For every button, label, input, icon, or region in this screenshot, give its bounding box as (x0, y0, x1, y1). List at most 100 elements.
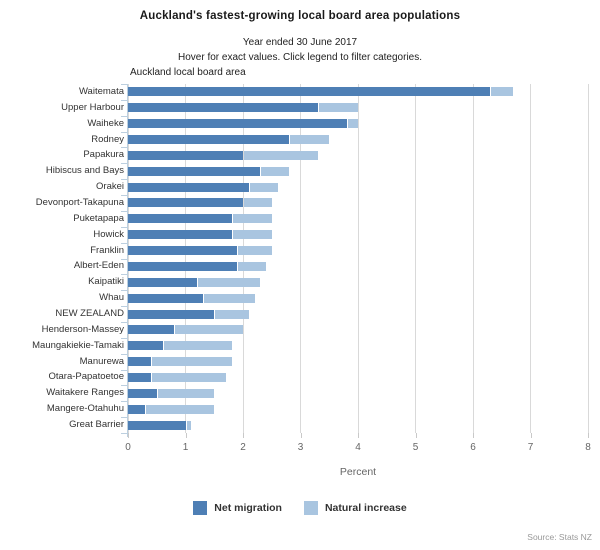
bar-segment-net-migration[interactable] (128, 214, 232, 224)
category-label: Hibiscus and Bays (45, 165, 124, 177)
x-axis-tick (243, 433, 244, 438)
bar-segment-net-migration[interactable] (128, 261, 238, 271)
category-label: Upper Harbour (61, 101, 124, 113)
gridline (185, 84, 186, 433)
y-axis-tick (121, 179, 128, 181)
bar-segment-natural-increase[interactable] (290, 135, 330, 145)
bar-segment-natural-increase[interactable] (198, 277, 261, 287)
bar-segment-natural-increase[interactable] (238, 246, 272, 256)
bar-segment-net-migration[interactable] (128, 246, 238, 256)
y-axis-tick (121, 353, 128, 355)
y-axis-tick (121, 84, 128, 85)
bar-segment-net-migration[interactable] (128, 230, 232, 240)
y-axis-tick (121, 321, 128, 323)
y-axis-tick (121, 369, 128, 371)
bar-segment-net-migration[interactable] (128, 309, 215, 319)
y-axis-tick (121, 210, 128, 212)
y-axis-tick (121, 242, 128, 244)
x-axis-tick-label: 6 (470, 442, 476, 453)
category-label: Waiheke (87, 117, 124, 129)
bar-segment-natural-increase[interactable] (232, 230, 272, 240)
bar-segment-natural-increase[interactable] (244, 198, 272, 208)
x-axis-tick-label: 0 (125, 442, 131, 453)
bar-segment-natural-increase[interactable] (261, 166, 289, 176)
category-label: Kaipatiki (88, 276, 124, 288)
bar-segment-net-migration[interactable] (128, 135, 289, 145)
gridline (127, 84, 129, 433)
y-axis-tick (121, 226, 128, 228)
bar-segment-net-migration[interactable] (128, 182, 249, 192)
bar-segment-net-migration[interactable] (128, 325, 174, 335)
natural-increase-swatch-icon (303, 501, 318, 515)
y-axis-tick (121, 385, 128, 387)
x-axis-tick (358, 433, 359, 438)
y-axis-tick (121, 258, 128, 260)
chart-subtitle: Year ended 30 June 2017 (242, 37, 358, 48)
y-axis-tick (121, 433, 128, 434)
bar-segment-net-migration[interactable] (128, 420, 186, 430)
bar-segment-natural-increase[interactable] (186, 420, 192, 430)
bar-segment-net-migration[interactable] (128, 293, 203, 303)
bar-segment-net-migration[interactable] (128, 372, 151, 382)
bar-segment-net-migration[interactable] (128, 357, 151, 367)
bar-segment-net-migration[interactable] (128, 87, 491, 97)
bar-segment-natural-increase[interactable] (249, 182, 278, 192)
bar-segment-natural-increase[interactable] (347, 119, 358, 129)
y-axis-tick (121, 417, 128, 419)
category-label: Otara-Papatoetoe (48, 371, 124, 383)
legend-label: Natural increase (324, 502, 407, 514)
legend-item-net-migration[interactable]: Net migration (193, 501, 282, 515)
bar-segment-natural-increase[interactable] (232, 214, 272, 224)
bar-segment-net-migration[interactable] (128, 198, 243, 208)
category-label: Whau (99, 292, 124, 304)
legend: Net migration Natural increase (0, 501, 600, 515)
x-axis-tick (415, 433, 417, 438)
x-axis-tick-label: 4 (355, 442, 361, 453)
category-label: Great Barrier (69, 419, 124, 431)
bar-segment-net-migration[interactable] (128, 166, 261, 176)
bar-segment-natural-increase[interactable] (203, 293, 255, 303)
bar-segment-natural-increase[interactable] (215, 309, 249, 319)
legend-item-natural-increase[interactable]: Natural increase (303, 501, 407, 515)
bar-segment-natural-increase[interactable] (146, 404, 215, 414)
bar-segment-net-migration[interactable] (128, 103, 318, 113)
category-label: Franklin (90, 244, 124, 256)
chart-title: Auckland's fastest-growing local board a… (139, 10, 461, 22)
bar-segment-net-migration[interactable] (128, 341, 163, 351)
legend-label: Net migration (214, 502, 282, 514)
gridline (357, 84, 359, 433)
bar-segment-natural-increase[interactable] (163, 341, 232, 351)
y-axis-tick (121, 195, 128, 197)
bar-segment-natural-increase[interactable] (157, 388, 215, 398)
bar-segment-natural-increase[interactable] (175, 325, 243, 335)
bar-segment-net-migration[interactable] (128, 404, 146, 414)
chart-instruction: Hover for exact values. Click legend to … (178, 52, 422, 63)
gridline (472, 84, 474, 433)
bar-segment-net-migration[interactable] (128, 150, 243, 160)
bar-segment-natural-increase[interactable] (152, 372, 226, 382)
plot-area (127, 84, 589, 433)
bar-segment-natural-increase[interactable] (491, 87, 514, 97)
x-axis-tick-label: 5 (412, 442, 419, 453)
y-axis-tick (121, 306, 128, 308)
x-axis-tick-label: 3 (297, 442, 304, 453)
bar-segment-natural-increase[interactable] (238, 261, 266, 271)
category-label: Albert-Eden (73, 260, 124, 272)
bar-segment-net-migration[interactable] (128, 388, 157, 398)
bar-segment-net-migration[interactable] (128, 119, 347, 129)
gridline (415, 84, 416, 433)
category-label: Maungakiekie-Tamaki (32, 339, 124, 351)
category-label: Manurewa (79, 355, 124, 367)
bar-segment-natural-increase[interactable] (152, 357, 232, 367)
bar-segment-net-migration[interactable] (128, 277, 197, 287)
y-axis-title: Auckland local board area (130, 67, 246, 78)
y-axis-tick (121, 337, 128, 339)
bar-segment-natural-increase[interactable] (318, 103, 358, 113)
x-axis-tick (588, 433, 589, 438)
bar-segment-natural-increase[interactable] (244, 150, 318, 160)
category-label: Howick (93, 228, 124, 240)
gridline (587, 84, 589, 433)
y-axis-tick (121, 115, 128, 117)
category-label: Orakei (96, 181, 124, 193)
